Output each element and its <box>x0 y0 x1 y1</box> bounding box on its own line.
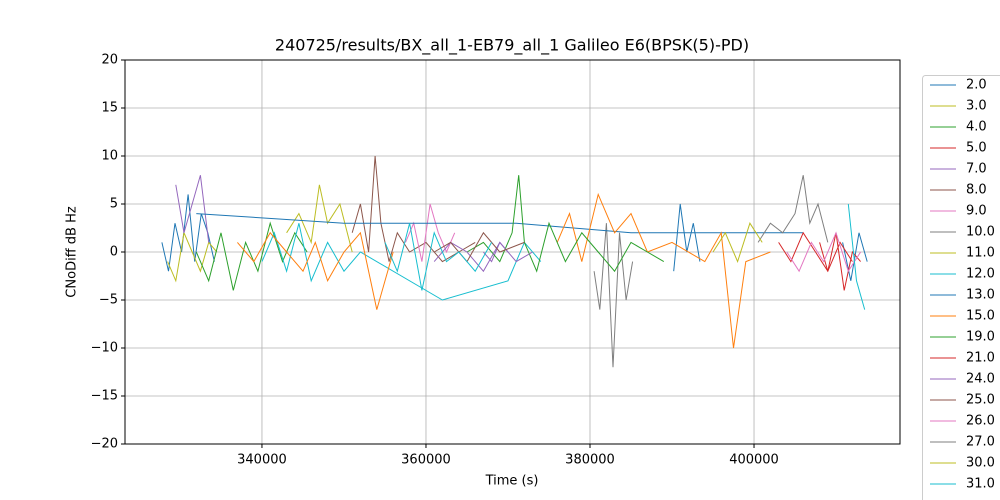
legend-label: 30.0 <box>966 456 995 471</box>
legend-label: 3.0 <box>966 99 987 114</box>
legend-label: 26.0 <box>966 414 995 429</box>
legend-label: 13.0 <box>966 288 995 303</box>
y-tick-label: 20 <box>101 53 118 68</box>
legend-label: 15.0 <box>966 309 995 324</box>
legend-label: 8.0 <box>966 183 987 198</box>
series-line <box>237 192 771 349</box>
series-line <box>195 221 308 291</box>
legend-label: 9.0 <box>966 204 987 219</box>
series-line <box>261 223 542 301</box>
series-line <box>351 155 476 263</box>
series-line <box>161 194 868 281</box>
legend-label: 2.0 <box>966 78 987 93</box>
y-axis-label: CNoDiff dB Hz <box>65 206 80 298</box>
y-tick-label: 0 <box>110 245 118 260</box>
legend-label: 31.0 <box>966 477 995 492</box>
series-line <box>593 223 634 368</box>
y-tick-label: 5 <box>110 197 118 212</box>
x-tick-label: 400000 <box>729 453 779 468</box>
legend-label: 12.0 <box>966 267 995 282</box>
y-tick-label: 10 <box>101 149 118 164</box>
series-line <box>778 231 853 273</box>
legend-label: 7.0 <box>966 162 987 177</box>
series-line <box>757 175 829 243</box>
y-tick-label: 15 <box>101 101 118 116</box>
series-line <box>175 175 509 263</box>
legend-label: 24.0 <box>966 372 995 387</box>
series-line <box>433 231 525 263</box>
series-line <box>384 203 866 310</box>
legend-label: 25.0 <box>966 393 995 408</box>
y-tick-label: −15 <box>91 389 118 404</box>
y-tick-label: −5 <box>99 293 118 308</box>
series-line <box>286 184 353 253</box>
chart-title: 240725/results/BX_all_1-EB79_all_1 Galil… <box>275 36 749 56</box>
legend-label: 11.0 <box>966 246 995 261</box>
series-line <box>466 175 665 273</box>
legend <box>922 75 1000 500</box>
series-line <box>786 231 862 273</box>
y-tick-label: −10 <box>91 341 118 356</box>
legend-label: 10.0 <box>966 225 995 240</box>
series-line <box>196 213 804 234</box>
legend-label: 27.0 <box>966 435 995 450</box>
x-tick-label: 360000 <box>401 453 451 468</box>
legend-label: 4.0 <box>966 120 987 135</box>
x-axis-label: Time (s) <box>485 474 539 489</box>
x-tick-label: 340000 <box>237 453 287 468</box>
series-line <box>712 222 763 264</box>
x-tick-label: 380000 <box>565 453 615 468</box>
legend-label: 5.0 <box>966 141 987 156</box>
y-tick-label: −20 <box>91 437 118 452</box>
legend-label: 21.0 <box>966 351 995 366</box>
legend-label: 19.0 <box>966 330 995 345</box>
plot-area <box>125 59 900 445</box>
